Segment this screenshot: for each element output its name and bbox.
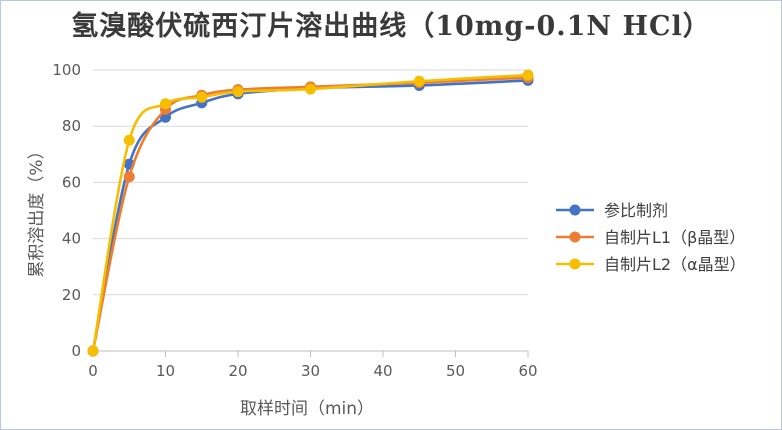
series-line	[91, 76, 529, 352]
legend-swatch-marker	[569, 258, 581, 270]
y-tick-label: 60	[62, 173, 81, 191]
series-line	[91, 79, 529, 352]
data-point	[123, 171, 135, 183]
legend-label: 自制片L1（β晶型）	[604, 228, 745, 247]
x-tick-label: 0	[88, 362, 98, 380]
legend-item: 自制片L2（α晶型）	[556, 255, 746, 274]
data-point	[160, 98, 171, 110]
series-1	[87, 74, 534, 357]
legend-item: 自制片L1（β晶型）	[556, 228, 745, 247]
y-tick-label: 80	[62, 117, 81, 135]
x-tick-label: 40	[373, 362, 392, 380]
chart-title: 氢溴酸伏硫西汀片溶出曲线（10mg-0.1N HCl）	[71, 11, 711, 42]
y-tick-label: 40	[62, 230, 81, 248]
x-axis-title: 取样时间（min）	[240, 399, 374, 419]
x-tick-label: 20	[228, 362, 247, 380]
y-tick-label: 0	[71, 342, 81, 360]
legend-item: 参比制剂	[556, 201, 668, 220]
y-tick-label: 20	[62, 286, 81, 304]
data-point	[87, 345, 99, 357]
legend-swatch-marker	[569, 231, 581, 243]
data-point	[232, 86, 244, 98]
x-tick-label: 30	[301, 362, 320, 380]
axes	[92, 350, 529, 357]
legend-swatch-marker	[569, 204, 581, 216]
x-tick-label: 50	[446, 362, 465, 380]
grid-lines	[93, 69, 528, 296]
y-tick-label: 100	[52, 61, 81, 79]
legend-label: 自制片L2（α晶型）	[604, 255, 746, 274]
data-point	[305, 83, 316, 95]
y-axis-title: 累积溶出度（%）	[27, 142, 47, 277]
x-tick-label: 10	[156, 362, 175, 380]
data-point	[522, 69, 534, 81]
series-3	[87, 69, 534, 357]
x-tick-label: 60	[518, 362, 537, 380]
data-point	[413, 75, 425, 87]
series-2	[87, 72, 534, 357]
legend-label: 参比制剂	[604, 201, 668, 220]
data-point	[123, 134, 135, 146]
tick-labels: 0 20 40 60 80 100 0 10 20 30 40 50 60	[52, 61, 537, 380]
series-layer	[87, 69, 534, 357]
data-point	[196, 91, 208, 103]
